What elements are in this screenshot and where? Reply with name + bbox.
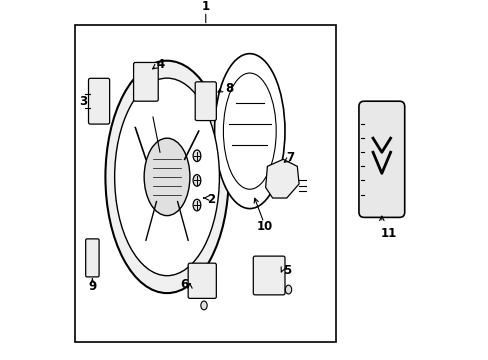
FancyBboxPatch shape <box>133 63 158 101</box>
Ellipse shape <box>105 61 228 293</box>
Text: 10: 10 <box>256 220 272 233</box>
FancyBboxPatch shape <box>358 101 404 217</box>
FancyBboxPatch shape <box>253 256 285 295</box>
Polygon shape <box>265 159 299 198</box>
Text: 11: 11 <box>380 227 396 240</box>
FancyBboxPatch shape <box>188 263 216 298</box>
Text: 9: 9 <box>88 280 96 293</box>
Ellipse shape <box>193 150 201 162</box>
Ellipse shape <box>214 54 285 208</box>
Ellipse shape <box>201 301 207 310</box>
Ellipse shape <box>285 285 291 294</box>
Ellipse shape <box>193 175 201 186</box>
Text: 3: 3 <box>80 95 88 108</box>
FancyBboxPatch shape <box>88 78 109 124</box>
Ellipse shape <box>193 199 201 211</box>
Bar <box>75 26 335 342</box>
FancyBboxPatch shape <box>85 239 99 277</box>
Text: 5: 5 <box>283 264 291 277</box>
Text: 4: 4 <box>156 58 164 71</box>
Text: 2: 2 <box>207 193 215 206</box>
Ellipse shape <box>144 138 189 216</box>
Text: 7: 7 <box>285 151 294 164</box>
Text: 8: 8 <box>224 82 233 95</box>
Text: 6: 6 <box>180 278 188 291</box>
Ellipse shape <box>114 78 219 276</box>
FancyBboxPatch shape <box>195 82 216 121</box>
Ellipse shape <box>223 73 276 189</box>
Text: 1: 1 <box>201 0 209 13</box>
